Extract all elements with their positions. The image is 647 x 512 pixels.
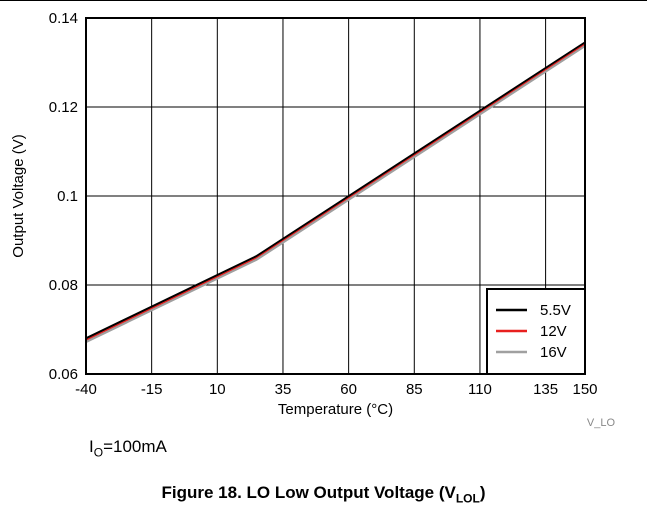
x-axis-title: Temperature (°C) xyxy=(278,401,393,418)
caption-close: ) xyxy=(479,483,486,502)
y-tick-label: 0.08 xyxy=(49,277,78,294)
x-tick-label: 10 xyxy=(209,381,226,398)
x-tick-label: 85 xyxy=(406,381,423,398)
x-tick-label: 110 xyxy=(468,381,492,398)
top-rule xyxy=(0,0,647,1)
x-tick-label: 150 xyxy=(572,381,597,398)
x-tick-label: -15 xyxy=(141,381,163,398)
y-tick-label: 0.06 xyxy=(49,366,78,383)
figure-caption: Figure 18. LO Low Output Voltage (VLOL) xyxy=(0,483,647,505)
series-line-16v xyxy=(85,45,586,343)
current-note: IO=100mA xyxy=(89,437,167,459)
legend: 5.5V 12V 16V xyxy=(486,288,586,375)
caption-subscript: LOL xyxy=(455,491,480,506)
legend-label: 12V xyxy=(540,323,567,340)
x-tick-label: 35 xyxy=(275,381,292,398)
note-subscript: O xyxy=(93,445,104,460)
legend-label: 16V xyxy=(540,344,567,361)
y-tick-label: 0.14 xyxy=(49,10,78,27)
caption-text: Figure 18. LO Low Output Voltage (V xyxy=(161,483,456,502)
y-axis-title: Output Voltage (V) xyxy=(10,134,27,257)
x-tick-label: 135 xyxy=(533,381,558,398)
y-tick-label: 0.1 xyxy=(57,188,78,205)
y-tick-label: 0.12 xyxy=(49,99,78,116)
line-chart: -40 -15 10 35 60 85 110 135 150 0.06 0.08 0.1 0.12 0.… xyxy=(10,10,616,429)
legend-label: 5.5V xyxy=(540,302,571,319)
note-prefix: I xyxy=(89,437,94,456)
plot-frame xyxy=(85,17,586,375)
x-tick-label: 60 xyxy=(340,381,357,398)
note-value: =100mA xyxy=(103,437,167,456)
chart-code-label: V_LO xyxy=(587,417,616,429)
series-line-5-5v xyxy=(85,41,586,340)
x-tick-label: -40 xyxy=(75,381,97,398)
